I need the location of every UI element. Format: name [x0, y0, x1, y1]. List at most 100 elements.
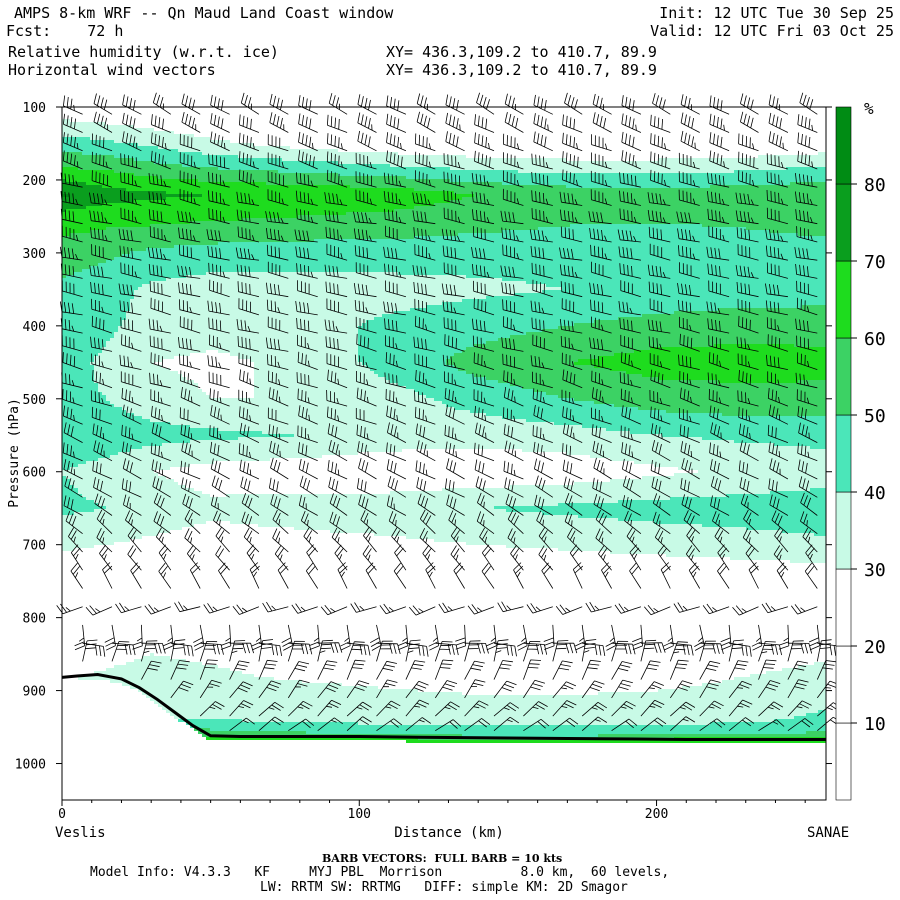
rh-cell [82, 281, 86, 284]
rh-cell [106, 134, 110, 137]
rh-cell [154, 428, 158, 431]
rh-cell [114, 284, 118, 287]
rh-cell [150, 419, 154, 422]
rh-cell [118, 491, 122, 494]
rh-cell [74, 209, 78, 212]
rh-cell [62, 293, 66, 296]
rh-cell [62, 545, 66, 548]
rh-cell [110, 194, 114, 197]
rh-cell [74, 521, 78, 524]
rh-cell [118, 539, 122, 542]
rh-cell [158, 137, 162, 140]
rh-cell [74, 443, 78, 446]
rh-cell [90, 542, 94, 545]
rh-cell [158, 278, 162, 281]
rh-cell [114, 242, 118, 245]
rh-cell [126, 350, 130, 353]
rh-cell [66, 245, 70, 248]
rh-cell [106, 209, 110, 212]
rh-cell [102, 521, 106, 524]
rh-cell [158, 371, 162, 374]
rh-cell [78, 308, 82, 311]
rh-cell [150, 524, 154, 527]
rh-cell [142, 197, 146, 200]
rh-cell [114, 386, 118, 389]
rh-cell [110, 317, 114, 320]
rh-cell [66, 353, 70, 356]
rh-cell [110, 428, 114, 431]
rh-cell [114, 347, 118, 350]
rh-cell [142, 131, 146, 134]
rh-cell [106, 158, 110, 161]
rh-cell [86, 161, 90, 164]
rh-cell [94, 392, 98, 395]
rh-cell [118, 482, 122, 485]
rh-cell [150, 185, 154, 188]
rh-cell [142, 224, 146, 227]
rh-cell [78, 506, 82, 509]
rh-cell [98, 359, 102, 362]
rh-cell [142, 461, 146, 464]
rh-cell [82, 245, 86, 248]
rh-cell [110, 419, 114, 422]
rh-cell [146, 470, 150, 473]
rh-cell [138, 413, 142, 416]
rh-cell [118, 164, 122, 167]
rh-cell [138, 323, 142, 326]
rh-cell [146, 524, 150, 527]
rh-cell [98, 305, 102, 308]
rh-cell [78, 335, 82, 338]
rh-cell [98, 299, 102, 302]
rh-cell [114, 419, 118, 422]
rh-cell [146, 338, 150, 341]
rh-cell [154, 284, 158, 287]
rh-cell [66, 281, 70, 284]
rh-cell [110, 230, 114, 233]
rh-cell [78, 218, 82, 221]
rh-cell [74, 341, 78, 344]
rh-cell [102, 386, 106, 389]
rh-cell [114, 380, 118, 383]
rh-cell [86, 401, 90, 404]
rh-cell [134, 152, 138, 155]
rh-cell [122, 260, 126, 263]
rh-cell [90, 491, 94, 494]
rh-cell [122, 149, 126, 152]
rh-cell [118, 416, 122, 419]
rh-cell [74, 500, 78, 503]
rh-cell [122, 536, 126, 539]
rh-cell [114, 182, 118, 185]
rh-cell [106, 281, 110, 284]
rh-cell [78, 254, 82, 257]
rh-cell [118, 368, 122, 371]
rh-cell [82, 125, 86, 128]
rh-cell [134, 173, 138, 176]
rh-cell [114, 446, 118, 449]
rh-cell [102, 305, 106, 308]
rh-cell [110, 323, 114, 326]
rh-cell [90, 146, 94, 149]
rh-cell [110, 290, 114, 293]
rh-cell [150, 356, 154, 359]
rh-cell [82, 161, 86, 164]
rh-cell [138, 371, 142, 374]
rh-cell [102, 395, 106, 398]
rh-cell [150, 314, 154, 317]
rh-cell [154, 245, 158, 248]
rh-cell [78, 311, 82, 314]
rh-cell [90, 134, 94, 137]
rh-cell [154, 164, 158, 167]
rh-cell [94, 491, 98, 494]
rh-cell [122, 317, 126, 320]
rh-cell [78, 197, 82, 200]
rh-cell [134, 452, 138, 455]
rh-cell [86, 461, 90, 464]
rh-cell [86, 410, 90, 413]
rh-cell [150, 455, 154, 458]
rh-cell [74, 410, 78, 413]
rh-cell [138, 215, 142, 218]
rh-cell [102, 206, 106, 209]
rh-cell [78, 677, 82, 680]
rh-cell [102, 299, 106, 302]
rh-cell [94, 515, 98, 518]
